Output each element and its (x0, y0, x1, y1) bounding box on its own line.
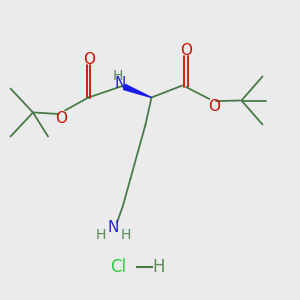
Text: O: O (55, 111, 67, 126)
Text: H: H (95, 228, 106, 242)
Text: H: H (113, 69, 123, 83)
Polygon shape (124, 85, 152, 98)
Text: H: H (120, 228, 130, 242)
Text: Cl: Cl (110, 258, 127, 276)
Text: N: N (108, 220, 119, 236)
Text: N: N (114, 76, 126, 92)
Text: H: H (153, 258, 165, 276)
Text: O: O (181, 43, 193, 58)
Text: O: O (83, 52, 95, 67)
Text: O: O (208, 99, 220, 114)
